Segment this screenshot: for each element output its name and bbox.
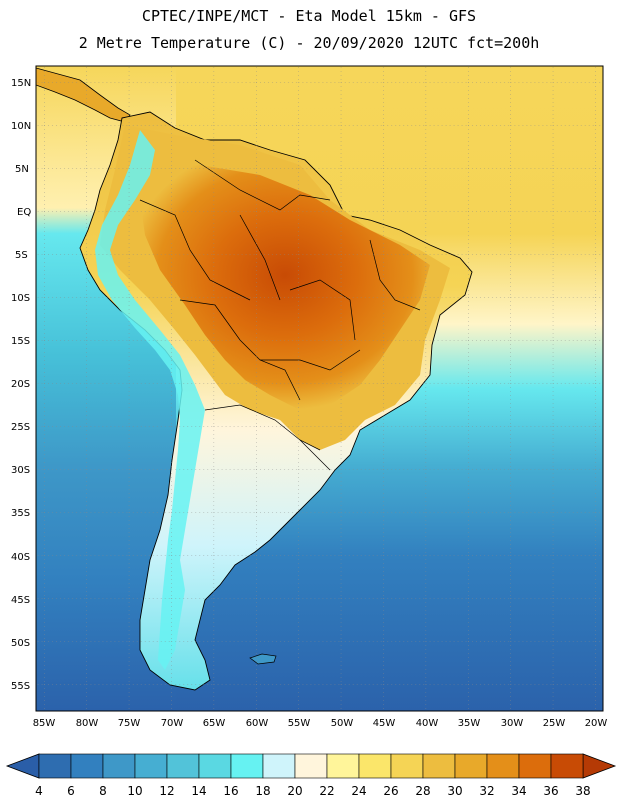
legend-label: 22 — [319, 784, 334, 798]
legend-swatch — [358, 753, 392, 779]
latitude-axis: 15N 10N 5N EQ 5S 10S 15S 20S 25S 30S 35S… — [11, 78, 31, 692]
lat-label-30s: 30S — [11, 465, 30, 476]
legend-swatch — [486, 753, 520, 779]
map-gridlines — [36, 66, 603, 711]
legend-swatch — [294, 753, 328, 779]
legend-label: 12 — [159, 784, 174, 798]
lat-label-35s: 35S — [11, 508, 30, 519]
legend-swatch — [70, 753, 104, 779]
longitude-axis: 85W 80W 75W 70W 65W 60W 55W 50W 45W 40W … — [33, 718, 608, 729]
legend-label: 4 — [35, 784, 43, 798]
lat-label-25s: 25S — [11, 422, 30, 433]
legend-label: 28 — [415, 784, 430, 798]
legend-swatch — [262, 753, 296, 779]
legend-low-arrow — [5, 753, 40, 779]
lon-label-50w: 50W — [331, 718, 354, 729]
map-area — [36, 66, 603, 711]
legend-label: 26 — [383, 784, 398, 798]
legend-swatch — [422, 753, 456, 779]
legend-label: 30 — [447, 784, 462, 798]
legend-swatch — [102, 753, 136, 779]
legend-swatch — [326, 753, 360, 779]
lon-label-75w: 75W — [118, 718, 141, 729]
lon-label-20w: 20W — [585, 718, 608, 729]
lat-label-15s: 15S — [11, 336, 30, 347]
map-frame — [35, 65, 604, 712]
map-subtitle: 2 Metre Temperature (C) - 20/09/2020 12U… — [78, 34, 540, 52]
color-legend: 4 6 8 10 12 14 16 18 20 22 24 26 28 30 32 34 36 38 — [5, 753, 617, 798]
lon-label-65w: 65W — [203, 718, 226, 729]
lon-label-70w: 70W — [161, 718, 184, 729]
legend-label: 8 — [99, 784, 107, 798]
legend-swatch — [518, 753, 552, 779]
lon-label-80w: 80W — [76, 718, 99, 729]
lat-label-45s: 45S — [11, 595, 30, 606]
lat-label-5n: 5N — [15, 164, 29, 175]
lon-label-30w: 30W — [501, 718, 524, 729]
lon-label-85w: 85W — [33, 718, 56, 729]
lon-label-40w: 40W — [416, 718, 439, 729]
lat-label-10s: 10S — [11, 293, 30, 304]
lon-label-55w: 55W — [288, 718, 311, 729]
legend-swatch — [198, 753, 232, 779]
legend-label: 34 — [511, 784, 526, 798]
lat-label-50s: 50S — [11, 638, 30, 649]
lat-label-40s: 40S — [11, 552, 30, 563]
legend-swatch — [230, 753, 264, 779]
legend-swatch — [134, 753, 168, 779]
lat-label-55s: 55S — [11, 681, 30, 692]
legend-label: 24 — [351, 784, 366, 798]
legend-swatch — [38, 753, 72, 779]
map-title: CPTEC/INPE/MCT - Eta Model 15km - GFS — [141, 7, 477, 25]
lat-label-5s: 5S — [15, 250, 28, 261]
legend-label: 20 — [287, 784, 302, 798]
legend-swatch — [550, 753, 584, 779]
lat-label-10n: 10N — [11, 121, 31, 132]
legend-label: 32 — [479, 784, 494, 798]
legend-swatch — [454, 753, 488, 779]
legend-high-arrow — [582, 753, 617, 779]
legend-swatch — [166, 753, 200, 779]
legend-label: 18 — [255, 784, 270, 798]
legend-label: 38 — [575, 784, 590, 798]
lat-label-eq: EQ — [17, 207, 31, 218]
lon-label-45w: 45W — [373, 718, 396, 729]
legend-label: 6 — [67, 784, 75, 798]
legend-label: 14 — [191, 784, 206, 798]
legend-label: 10 — [127, 784, 142, 798]
lon-label-25w: 25W — [543, 718, 566, 729]
legend-label: 16 — [223, 784, 238, 798]
legend-label: 36 — [543, 784, 558, 798]
lon-label-35w: 35W — [458, 718, 481, 729]
lon-label-60w: 60W — [246, 718, 269, 729]
legend-swatch — [390, 753, 424, 779]
lat-label-20s: 20S — [11, 379, 30, 390]
lat-label-15n: 15N — [11, 78, 31, 89]
